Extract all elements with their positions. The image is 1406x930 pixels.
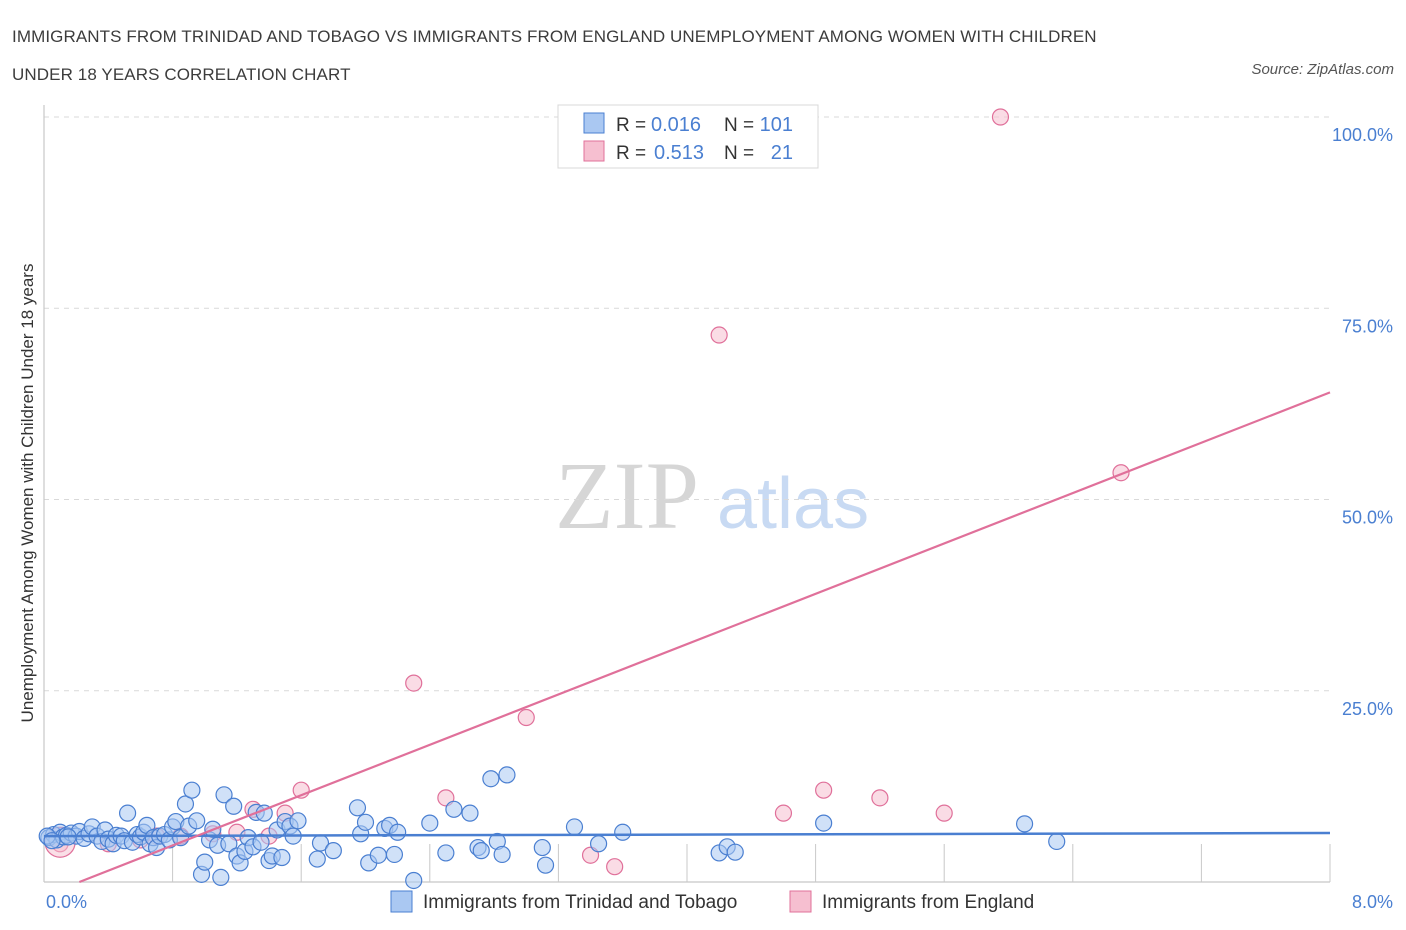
trinidad-point xyxy=(815,814,833,832)
trinidad-trend-line xyxy=(43,831,1331,838)
trinidad-point xyxy=(212,868,230,887)
trinidad-point xyxy=(482,770,500,788)
trinidad-point xyxy=(461,804,479,822)
stats-legend-r-label-2: R = xyxy=(616,143,646,164)
trinidad-point xyxy=(726,843,744,861)
series-legend-swatch-blue xyxy=(390,890,413,913)
trinidad-point xyxy=(118,804,137,822)
trinidad-point xyxy=(493,845,511,864)
y-tick-label-75: 75.0% xyxy=(1342,316,1393,336)
england-point xyxy=(405,674,423,692)
trinidad-point xyxy=(215,786,233,804)
england-point xyxy=(517,708,535,727)
trinidad-point xyxy=(188,812,206,830)
trinidad-point xyxy=(589,835,608,853)
england-point xyxy=(710,326,728,344)
trinidad-point xyxy=(1048,832,1066,851)
series-legend-label-blue: Immigrants from Trinidad and Tobago xyxy=(423,892,737,913)
x-tick-label-max: 8.0% xyxy=(1352,892,1393,912)
england-point xyxy=(871,789,889,807)
trinidad-point xyxy=(308,850,326,868)
trinidad-point xyxy=(252,833,270,851)
trinidad-point xyxy=(533,838,551,857)
trinidad-point xyxy=(614,823,632,841)
trinidad-point xyxy=(389,823,407,841)
watermark-atlas: atlas xyxy=(717,464,869,544)
y-tick-label-100: 100.0% xyxy=(1332,125,1393,145)
y-tick-label-50: 50.0% xyxy=(1342,508,1393,528)
england-point xyxy=(774,804,793,822)
trinidad-point xyxy=(498,766,516,784)
england-point xyxy=(815,781,833,799)
stats-legend: R = 0.016 N = 101 R = 0.513 N = 21 xyxy=(557,104,819,169)
trinidad-point xyxy=(183,781,201,799)
chart-title: IMMIGRANTS FROM TRINIDAD AND TOBAGO VS I… xyxy=(12,27,1097,84)
watermark-zip: ZIP xyxy=(555,442,699,549)
trinidad-point xyxy=(437,844,455,862)
stats-legend-swatch-blue xyxy=(583,112,605,134)
trinidad-point xyxy=(1015,815,1034,833)
y-tick-labels: 25.0% 50.0% 75.0% 100.0% xyxy=(1332,125,1393,719)
trinidad-points xyxy=(38,766,1066,890)
trinidad-point xyxy=(356,813,375,831)
trinidad-point xyxy=(472,842,490,860)
england-point xyxy=(991,108,1010,126)
x-tick-marks xyxy=(43,844,1331,882)
x-tick-label-min: 0.0% xyxy=(46,892,87,912)
y-axis-label: Unemployment Among Women with Children U… xyxy=(18,264,37,723)
stats-legend-n-value-2: 21 xyxy=(771,142,793,164)
stats-legend-n-value-1: 101 xyxy=(760,114,793,136)
trinidad-point xyxy=(385,845,404,864)
chart-source: Source: ZipAtlas.com xyxy=(1251,61,1394,78)
trinidad-point xyxy=(536,856,555,874)
grid-lines xyxy=(44,116,1330,692)
trinidad-point xyxy=(289,812,307,830)
trinidad-point xyxy=(273,848,291,867)
trinidad-point xyxy=(421,814,439,832)
y-tick-label-25: 25.0% xyxy=(1342,699,1393,719)
stats-legend-n-label-1: N = xyxy=(724,115,754,136)
trinidad-point xyxy=(369,846,387,864)
stats-legend-swatch-pink xyxy=(583,140,605,162)
series-legend: Immigrants from Trinidad and Tobago Immi… xyxy=(390,890,1034,913)
trinidad-point xyxy=(225,797,243,815)
england-trend-line xyxy=(78,391,1331,884)
stats-legend-n-label-2: N = xyxy=(724,143,754,164)
series-legend-swatch-pink xyxy=(789,890,812,913)
trinidad-point xyxy=(405,871,423,890)
trinidad-point xyxy=(176,795,195,813)
england-point xyxy=(935,804,953,822)
trinidad-point xyxy=(324,842,342,860)
stats-legend-r-label-1: R = xyxy=(616,115,646,136)
trinidad-point xyxy=(445,800,463,818)
england-point xyxy=(606,858,624,876)
stats-legend-r-value-2: 0.513 xyxy=(654,142,704,164)
trinidad-point xyxy=(565,818,584,836)
trinidad-point xyxy=(196,853,214,871)
series-legend-label-pink: Immigrants from England xyxy=(822,892,1034,913)
trinidad-point xyxy=(348,799,367,817)
stats-legend-r-value-1: 0.016 xyxy=(651,114,701,136)
